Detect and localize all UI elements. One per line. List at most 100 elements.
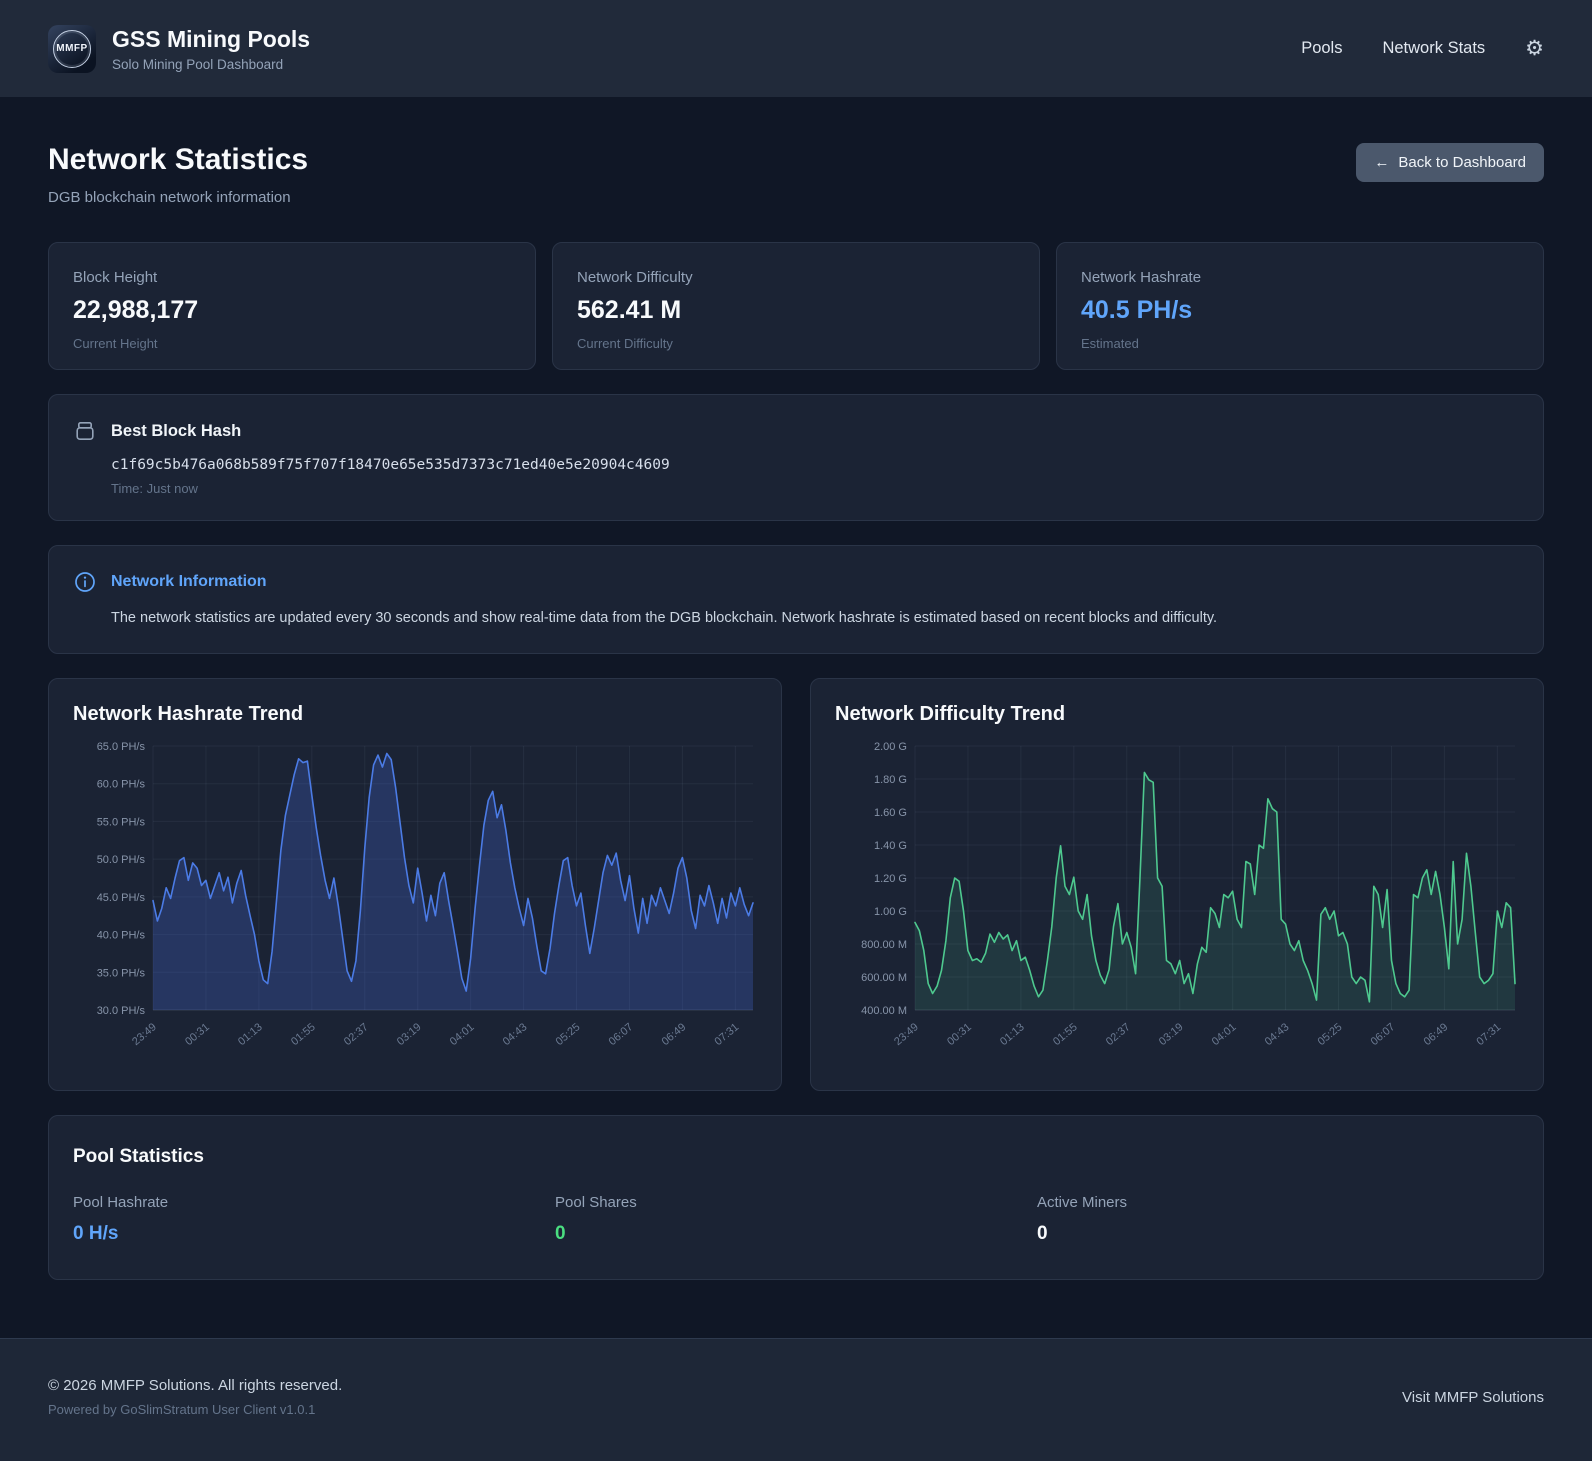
footer-copyright: © 2026 MMFP Solutions. All rights reserv…	[48, 1377, 343, 1395]
svg-text:03:19: 03:19	[395, 1021, 424, 1048]
svg-text:23:49: 23:49	[892, 1021, 921, 1048]
stat-card-block-height: Block Height 22,988,177 Current Height	[48, 242, 536, 370]
hashrate-trend-chart: 65.0 PH/s 60.0 PH/s 55.0 PH/s 50.0 PH/s 45.0…	[73, 736, 757, 1066]
best-block-hash-card: Best Block Hash c1f69c5b476a068b589f75f7…	[48, 394, 1544, 521]
svg-text:1.80 G: 1.80 G	[874, 774, 907, 786]
app-footer: © 2026 MMFP Solutions. All rights reserv…	[0, 1338, 1592, 1461]
difficulty-trend-card: Network Difficulty Trend 2.00 G 1.80 G 1.6…	[810, 678, 1544, 1092]
svg-text:06:07: 06:07	[607, 1021, 636, 1048]
mmfp-logo-icon: MMFP	[48, 24, 96, 73]
svg-text:04:01: 04:01	[1210, 1021, 1239, 1048]
svg-text:02:37: 02:37	[1104, 1021, 1133, 1048]
svg-text:01:55: 01:55	[1051, 1021, 1080, 1048]
stat-value: 562.41 M	[577, 296, 682, 324]
svg-text:02:37: 02:37	[342, 1021, 371, 1048]
stat-value: 22,988,177	[73, 296, 199, 324]
app-subtitle: Solo Mining Pool Dashboard	[112, 56, 284, 72]
stat-sub: Current Difficulty	[577, 336, 673, 351]
svg-text:05:25: 05:25	[554, 1021, 583, 1048]
svg-text:45.0 PH/s: 45.0 PH/s	[97, 892, 146, 904]
footer-powered-by: Powered by GoSlimStratum User Client v1.…	[48, 1402, 316, 1418]
main-content: Network Statistics DGB blockchain networ…	[0, 97, 1592, 1338]
pool-statistics-card: Pool Statistics Pool Hashrate 0 H/s Pool…	[48, 1115, 1544, 1281]
stat-value: 40.5 PH/s	[1081, 296, 1193, 324]
pool-stat-value: 0 H/s	[73, 1223, 119, 1245]
main-nav: Pools Network Stats ⚙	[1301, 38, 1544, 59]
gear-icon[interactable]: ⚙	[1525, 37, 1544, 60]
svg-text:07:31: 07:31	[712, 1021, 741, 1048]
svg-text:35.0 PH/s: 35.0 PH/s	[97, 967, 146, 979]
pool-stat-shares: Pool Shares 0	[555, 1194, 1037, 1245]
svg-text:1.60 G: 1.60 G	[874, 807, 907, 819]
pool-stat-label: Pool Shares	[555, 1194, 637, 1212]
pool-stat-value: 0	[555, 1223, 566, 1245]
pool-stat-hashrate: Pool Hashrate 0 H/s	[73, 1194, 555, 1245]
stats-row: Block Height 22,988,177 Current Height N…	[48, 242, 1544, 370]
svg-text:07:31: 07:31	[1474, 1021, 1503, 1048]
pool-stat-label: Active Miners	[1037, 1194, 1128, 1212]
stat-sub: Current Height	[73, 336, 158, 351]
nav-network-stats[interactable]: Network Stats	[1382, 39, 1486, 57]
svg-text:01:55: 01:55	[289, 1021, 318, 1048]
stat-card-network-hashrate: Network Hashrate 40.5 PH/s Estimated	[1056, 242, 1544, 370]
svg-text:1.20 G: 1.20 G	[874, 873, 907, 885]
svg-text:30.0 PH/s: 30.0 PH/s	[97, 1005, 146, 1017]
svg-text:06:49: 06:49	[1422, 1021, 1451, 1048]
app-title: GSS Mining Pools	[112, 25, 311, 52]
network-information-title: Network Information	[111, 573, 267, 590]
difficulty-chart-title: Network Difficulty Trend	[835, 703, 1066, 726]
pool-statistics-title: Pool Statistics	[73, 1146, 204, 1168]
best-block-hash-title: Best Block Hash	[111, 421, 242, 440]
svg-text:04:43: 04:43	[1263, 1021, 1292, 1048]
logo-text: MMFP	[56, 43, 88, 54]
charts-row: Network Hashrate Trend 65.0 PH/s 60.0 PH/…	[48, 678, 1544, 1092]
block-cube-icon	[76, 421, 94, 440]
svg-text:60.0 PH/s: 60.0 PH/s	[97, 779, 146, 791]
svg-text:1.40 G: 1.40 G	[874, 840, 907, 852]
svg-text:04:01: 04:01	[448, 1021, 477, 1048]
stat-sub: Estimated	[1081, 336, 1139, 351]
svg-text:01:13: 01:13	[236, 1021, 265, 1048]
svg-text:1.00 G: 1.00 G	[874, 906, 907, 918]
page-subtitle: DGB blockchain network information	[48, 189, 291, 206]
svg-text:600.00 M: 600.00 M	[861, 972, 907, 984]
page-title: Network Statistics	[48, 143, 309, 176]
svg-text:55.0 PH/s: 55.0 PH/s	[97, 816, 146, 828]
svg-text:50.0 PH/s: 50.0 PH/s	[97, 854, 146, 866]
back-arrow-icon: ←	[1374, 154, 1390, 171]
svg-text:65.0 PH/s: 65.0 PH/s	[97, 741, 146, 753]
block-hash-time: Time: Just now	[111, 481, 198, 496]
svg-text:03:19: 03:19	[1157, 1021, 1186, 1048]
block-hash-value: c1f69c5b476a068b589f75f707f18470e65e535d…	[111, 457, 670, 473]
app-header: MMFP GSS Mining Pools Solo Mining Pool D…	[0, 0, 1592, 97]
pool-stat-label: Pool Hashrate	[73, 1194, 169, 1212]
svg-text:2.00 G: 2.00 G	[874, 741, 907, 753]
pool-stat-value: 0	[1037, 1223, 1048, 1245]
brand[interactable]: MMFP GSS Mining Pools Solo Mining Pool D…	[48, 24, 311, 73]
nav-pools[interactable]: Pools	[1301, 39, 1343, 57]
difficulty-trend-chart: 2.00 G 1.80 G 1.60 G 1.40 G 1.20 G 1.00 G 800.…	[835, 736, 1519, 1066]
stat-label: Block Height	[73, 269, 158, 286]
stat-card-network-difficulty: Network Difficulty 562.41 M Current Diff…	[552, 242, 1040, 370]
svg-text:04:43: 04:43	[501, 1021, 530, 1048]
pool-stat-miners: Active Miners 0	[1037, 1194, 1519, 1245]
svg-text:40.0 PH/s: 40.0 PH/s	[97, 930, 146, 942]
stat-label: Network Difficulty	[577, 269, 693, 286]
svg-text:400.00 M: 400.00 M	[861, 1005, 907, 1017]
network-information-body: The network statistics are updated every…	[111, 610, 1218, 626]
back-to-dashboard-button[interactable]: ← Back to Dashboard	[1356, 143, 1544, 182]
footer-visit-link[interactable]: Visit MMFP Solutions	[1402, 1388, 1544, 1406]
svg-text:00:31: 00:31	[945, 1021, 974, 1048]
svg-text:00:31: 00:31	[183, 1021, 212, 1048]
info-icon	[75, 572, 95, 592]
network-information-card: Network Information The network statisti…	[48, 545, 1544, 655]
hashrate-trend-card: Network Hashrate Trend 65.0 PH/s 60.0 PH/…	[48, 678, 782, 1092]
hashrate-chart-title: Network Hashrate Trend	[73, 703, 304, 726]
svg-text:06:49: 06:49	[660, 1021, 689, 1048]
svg-text:05:25: 05:25	[1316, 1021, 1345, 1048]
svg-text:01:13: 01:13	[998, 1021, 1027, 1048]
svg-text:23:49: 23:49	[130, 1021, 159, 1048]
stat-label: Network Hashrate	[1081, 269, 1202, 286]
svg-text:800.00 M: 800.00 M	[861, 939, 907, 951]
svg-text:06:07: 06:07	[1369, 1021, 1398, 1048]
